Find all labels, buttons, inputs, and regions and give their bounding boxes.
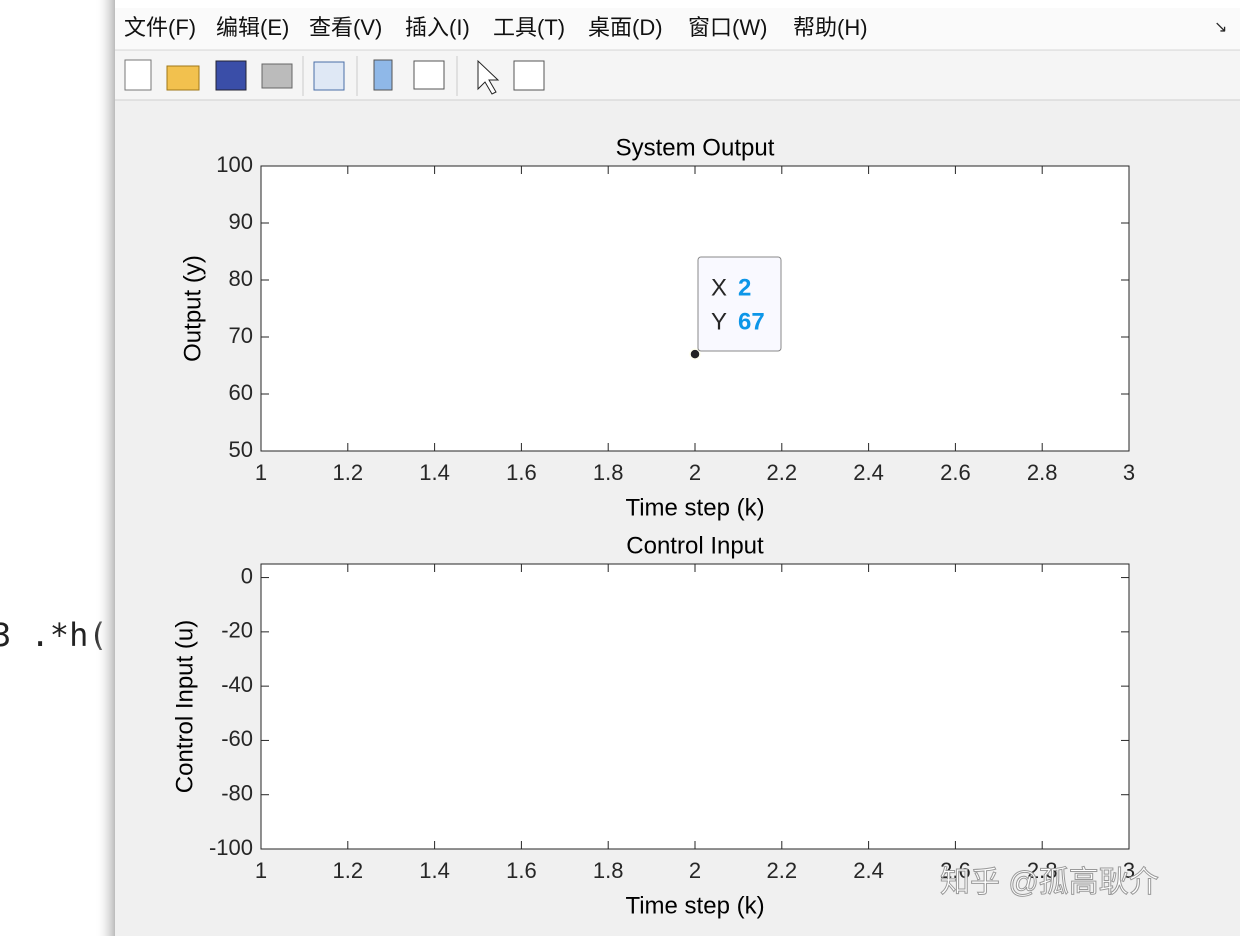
x-tick-label: 1.2 — [333, 460, 364, 485]
x-tick-label: 3 — [1123, 460, 1135, 485]
x-tick-label: 1 — [255, 858, 267, 883]
y-axis-label: Control Input (u) — [171, 620, 198, 793]
x-tick-label: 1.4 — [419, 858, 450, 883]
x-tick-label: 1.8 — [593, 858, 624, 883]
x-tick-label: 2.2 — [767, 858, 798, 883]
x-tick-label: 2.4 — [853, 460, 884, 485]
x-tick-label: 1 — [255, 460, 267, 485]
pointer-icon[interactable] — [477, 59, 500, 95]
new-icon[interactable] — [124, 59, 152, 91]
y-tick-label: 80 — [229, 266, 253, 291]
chart-title: System Output — [616, 134, 775, 161]
datatip-value: 67 — [738, 308, 765, 335]
window-shadow — [95, 0, 115, 936]
y-tick-label: -20 — [221, 618, 253, 643]
x-tick-label: 1.4 — [419, 460, 450, 485]
menu-item[interactable]: 查看(V) — [309, 15, 382, 40]
x-tick-label: 1.2 — [333, 858, 364, 883]
print-icon[interactable] — [261, 63, 293, 89]
menu-item[interactable]: 工具(T) — [493, 15, 565, 40]
save-icon[interactable] — [215, 60, 247, 91]
plot-area — [260, 165, 1130, 452]
x-tick-label: 2 — [689, 858, 701, 883]
x-tick-label: 2.6 — [940, 460, 971, 485]
charts: 1 1.2 1.4 1.6 1.8 2 2.2 2.4 2.6 2.8 3 50 60 70 80 90 100… — [171, 134, 1135, 919]
y-tick-label: -100 — [209, 835, 253, 860]
menu-item[interactable]: 桌面(D) — [588, 15, 663, 40]
y-axis-label: Output (y) — [179, 255, 206, 362]
x-tick-label: 1.6 — [506, 460, 537, 485]
colorbar-icon[interactable] — [373, 59, 393, 91]
menu-bar — [115, 8, 1240, 50]
y-tick-label: -40 — [221, 672, 253, 697]
datatip-marker[interactable] — [689, 348, 701, 360]
y-tick-label: 90 — [229, 209, 253, 234]
y-tick-label: 100 — [216, 152, 253, 177]
menu-item[interactable]: 文件(F) — [124, 15, 196, 40]
watermark: 知乎 @孤高耿介 — [940, 866, 1159, 899]
chart-title: Control Input — [626, 532, 764, 559]
x-tick-label: 2 — [689, 460, 701, 485]
datatip-value: 2 — [738, 274, 751, 301]
x-axis-label: Time step (k) — [625, 494, 764, 521]
menu-item[interactable]: 插入(I) — [405, 15, 470, 40]
legend-icon[interactable] — [413, 60, 445, 90]
datatip: X 2 Y 67 — [697, 256, 782, 352]
x-tick-label: 2.4 — [853, 858, 884, 883]
menu-item[interactable]: 编辑(E) — [216, 15, 289, 40]
link-icon[interactable] — [313, 61, 345, 91]
datatip-label: X — [711, 274, 727, 301]
toolbar-icons — [124, 56, 545, 96]
x-tick-label: 2.2 — [767, 460, 798, 485]
menu-dock-icon[interactable]: ↘ — [1214, 19, 1227, 36]
x-tick-label: 1.8 — [593, 460, 624, 485]
y-tick-label: 0 — [241, 563, 253, 588]
x-tick-label: 1.6 — [506, 858, 537, 883]
property-icon[interactable] — [513, 60, 545, 91]
datatip-label: Y — [711, 308, 727, 335]
menu: 文件(F) 编辑(E) 查看(V) 插入(I) 工具(T) 桌面(D) 窗口(W) 帮助(H) — [124, 15, 868, 40]
x-tick-label: 2.8 — [1027, 460, 1058, 485]
code-text: 3 .*h( — [0, 616, 108, 654]
title-strip — [115, 0, 1240, 8]
menu-item[interactable]: 窗口(W) — [688, 15, 767, 40]
datatip-box — [697, 256, 782, 352]
x-tick-label: 3 — [1123, 858, 1135, 883]
y-tick-label: 70 — [229, 323, 253, 348]
y-tick-label: 60 — [229, 380, 253, 405]
y-tick-label: -80 — [221, 781, 253, 806]
menu-item[interactable]: 帮助(H) — [793, 15, 868, 40]
x-tick-label: 2.6 — [940, 858, 971, 883]
y-tick-label: 50 — [229, 437, 253, 462]
plot-area — [260, 563, 1130, 850]
open-icon[interactable] — [166, 65, 200, 91]
x-axis-label: Time step (k) — [625, 892, 764, 919]
x-tick-label: 2.8 — [1027, 858, 1058, 883]
y-tick-label: -60 — [221, 726, 253, 751]
